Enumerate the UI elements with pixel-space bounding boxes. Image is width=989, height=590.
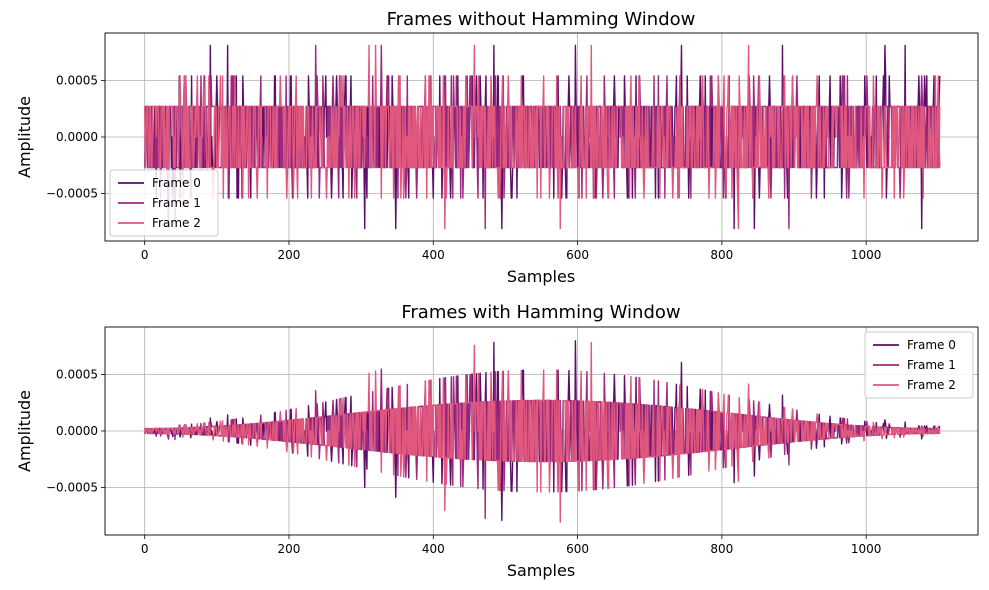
x-axis-label-bottom: Samples: [507, 561, 575, 580]
y-tick-label: 0.0005: [56, 73, 98, 87]
legend-label: Frame 2: [907, 378, 956, 392]
y-axis-label-top: Amplitude: [15, 96, 34, 178]
y-tick-label: −0.0005: [46, 187, 98, 201]
x-tick-label: 200: [278, 248, 301, 262]
y-axis-label-bottom: Amplitude: [15, 390, 34, 472]
series-line-frame-2: [143, 44, 941, 230]
legend-box: [109, 169, 219, 237]
x-tick-label: 400: [422, 542, 445, 556]
legend-label: Frame 1: [152, 196, 201, 210]
legend-bottom: Frame 0 Frame 1 Frame 2: [864, 331, 974, 399]
chart-title-bottom: Frames with Hamming Window: [401, 302, 680, 323]
series-line-frame-2: [143, 341, 941, 523]
y-tick-label: 0.0000: [56, 130, 98, 144]
chart-title-top: Frames without Hamming Window: [387, 9, 696, 30]
legend-label: Frame 0: [907, 338, 956, 352]
legend-label: Frame 0: [152, 176, 201, 190]
x-tick-label: 1000: [851, 248, 882, 262]
chart-panel-bottom: Frames with Hamming Window 0 200 400 600 800…: [15, 302, 979, 580]
x-tick-label: 1000: [851, 542, 882, 556]
x-tick-label: 0: [141, 542, 149, 556]
legend-top: Frame 0 Frame 1 Frame 2: [109, 169, 219, 237]
x-tick-label: 400: [422, 248, 445, 262]
y-tick-label: 0.0005: [56, 367, 98, 381]
y-tick-label: −0.0005: [46, 481, 98, 495]
x-tick-label: 600: [566, 248, 589, 262]
x-axis-label-top: Samples: [507, 267, 575, 286]
series-lines-top: [143, 44, 941, 230]
x-tick-label: 800: [710, 248, 733, 262]
legend-label: Frame 2: [152, 216, 201, 230]
ticks-top: 0 200 400 600 800 1000 0.0005 0.0000 −0.0005: [46, 73, 881, 262]
series-lines-bottom: [143, 340, 941, 523]
x-tick-label: 600: [566, 542, 589, 556]
legend-box: [864, 331, 974, 399]
x-tick-label: 200: [278, 542, 301, 556]
x-tick-label: 800: [710, 542, 733, 556]
ticks-bottom: 0 200 400 600 800 1000 0.0005 0.0000 −0.0005: [46, 367, 881, 556]
legend-label: Frame 1: [907, 358, 956, 372]
x-tick-label: 0: [141, 248, 149, 262]
chart-panel-top: Frames without Hamming Window 0 200 400 600…: [15, 9, 979, 286]
y-tick-label: 0.0000: [56, 424, 98, 438]
